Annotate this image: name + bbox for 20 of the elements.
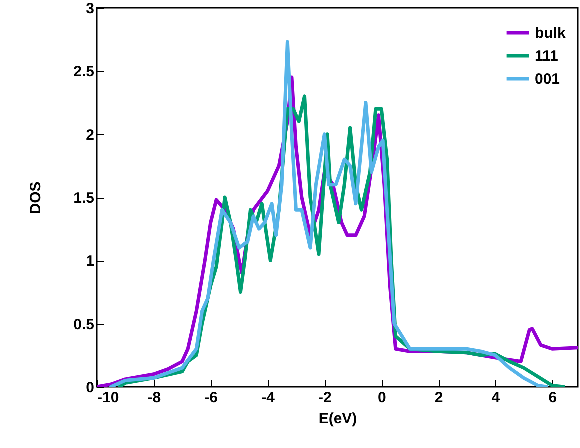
y-tick-label: 0.5 [74,316,94,334]
x-tick-label: -2 [318,390,332,406]
y-tick-label: 2.5 [74,64,94,81]
x-tick-label: -4 [262,390,276,406]
x-tick-label: 4 [492,390,501,406]
y-tick-label: 2 [86,126,94,144]
x-tick-label: 6 [548,390,558,406]
x-tick-label: 0 [378,390,386,406]
legend-label: 111 [535,48,558,65]
y-tick-label: 1 [86,253,94,270]
x-axis-title: E(eV) [318,410,358,428]
x-tick-label: -10 [98,390,120,406]
y-tick-label: 1.5 [74,190,94,207]
y-axis-title: DOS [28,182,45,214]
y-tick-label: 3 [86,0,94,18]
x-tick-label: -8 [148,390,162,406]
x-tick-label: -6 [204,390,218,406]
legend-label: bulk [535,25,566,42]
legend-label: 001 [535,71,560,88]
x-tick-label: 2 [434,390,444,406]
